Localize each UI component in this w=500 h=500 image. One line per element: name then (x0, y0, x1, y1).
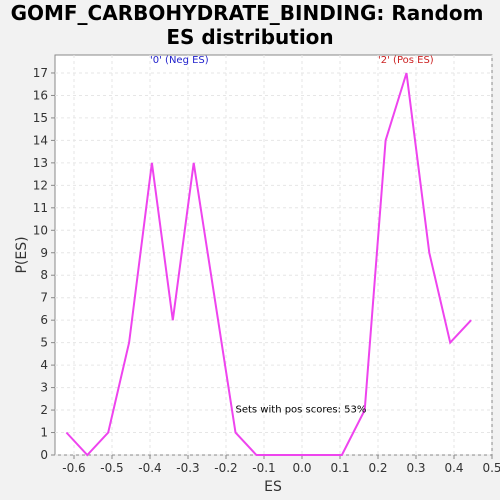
x-tick-label: 0.0 (292, 461, 311, 475)
x-tick-label: -0.3 (176, 461, 199, 475)
y-tick-label: 7 (40, 291, 48, 305)
y-tick-label: 17 (33, 66, 48, 80)
y-tick-label: 16 (33, 88, 48, 102)
x-axis: -0.6 -0.5 -0.4 -0.3 -0.2 -0.1 0.0 0.1 0.2 0.3 0.4 0… (62, 455, 500, 475)
y-tick-label: 8 (40, 268, 48, 282)
x-tick-label: 0.1 (330, 461, 349, 475)
y-tick-label: 15 (33, 111, 48, 125)
y-tick-label: 0 (40, 448, 48, 462)
chart-title-line1: GOMF_CARBOHYDRATE_BINDING: Random (11, 1, 484, 25)
y-axis-label: P(ES) (14, 236, 30, 273)
y-tick-label: 6 (40, 313, 48, 327)
annotations: '0' (Neg ES) '2' (Pos ES) Sets with pos sc… (150, 55, 434, 415)
x-tick-label: -0.6 (62, 461, 85, 475)
x-tick-label: 0.4 (444, 461, 463, 475)
y-tick-label: 12 (33, 178, 48, 192)
grid (55, 55, 493, 456)
y-tick-label: 1 (40, 426, 48, 440)
x-tick-label: -0.4 (138, 461, 161, 475)
x-tick-label: 0.2 (368, 461, 387, 475)
annotation-label: '0' (Neg ES) (150, 55, 209, 66)
y-tick-label: 9 (40, 246, 48, 260)
y-tick-label: 3 (40, 381, 48, 395)
plot-area (54, 54, 493, 456)
y-tick-label: 13 (33, 156, 48, 170)
y-tick-label: 10 (33, 223, 48, 237)
y-tick-label: 5 (40, 336, 48, 350)
x-tick-label: -0.5 (100, 461, 123, 475)
y-tick-label: 14 (33, 133, 48, 147)
series-group (65, 72, 472, 457)
x-tick-label: 0.3 (406, 461, 425, 475)
annotation-label: '2' (Pos ES) (378, 55, 434, 66)
chart-title-line2: ES distribution (166, 25, 333, 49)
x-tick-label: -0.1 (252, 461, 275, 475)
y-tick-label: 4 (40, 358, 48, 372)
x-tick-label: 0.5 (482, 461, 500, 475)
y-tick-label: 2 (40, 403, 48, 417)
x-tick-label: -0.2 (214, 461, 237, 475)
annotation-label: Sets with pos scores: 53% (236, 404, 367, 415)
y-tick-label: 11 (33, 201, 48, 215)
series-line (65, 72, 472, 457)
x-axis-label: ES (264, 479, 282, 495)
